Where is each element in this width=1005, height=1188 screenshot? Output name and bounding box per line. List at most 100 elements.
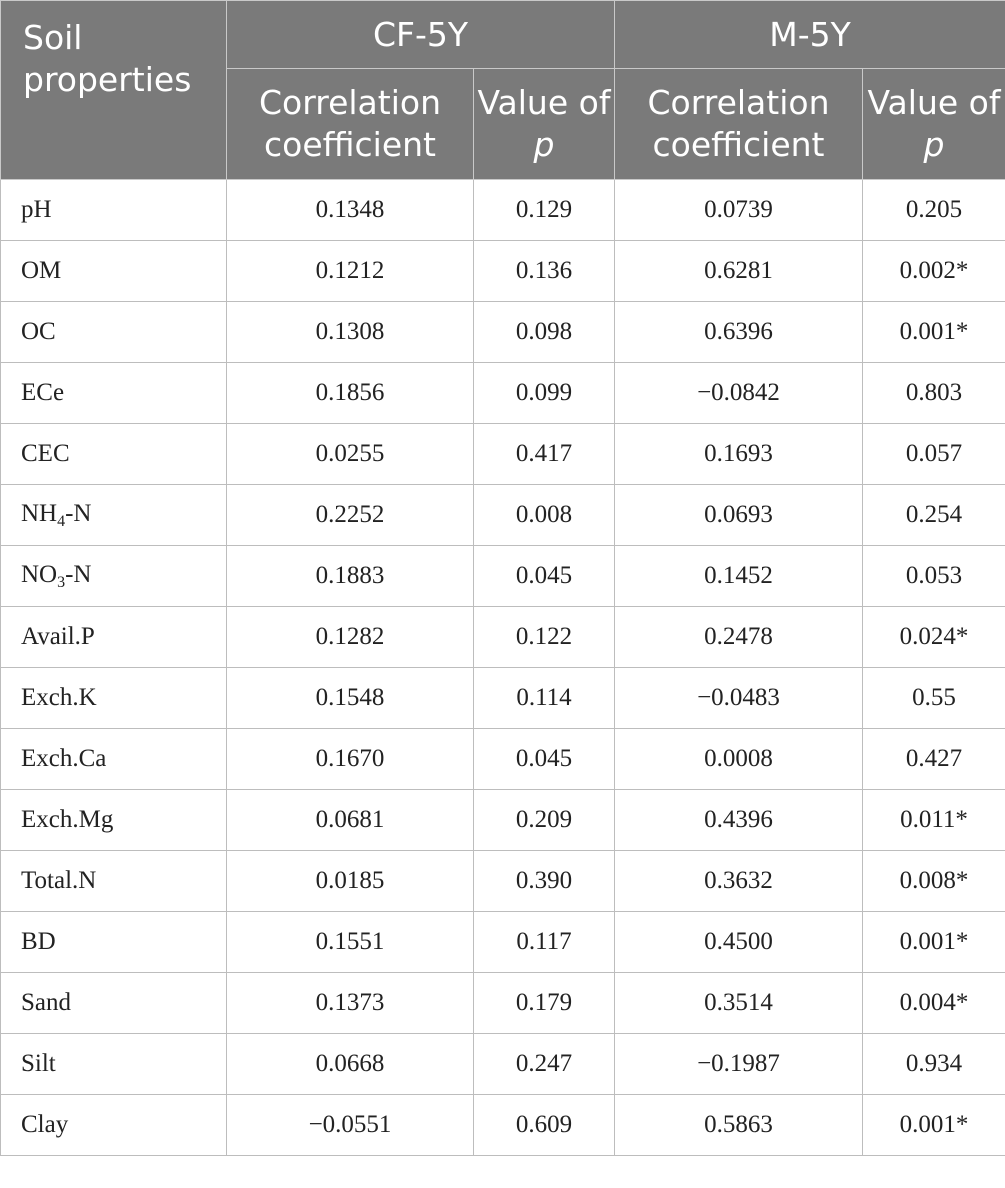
cf-correlation-cell: 0.1883 bbox=[226, 545, 474, 607]
cf-correlation-header-label: Correlation coefficient bbox=[259, 83, 441, 164]
soil-property-subscript: 4 bbox=[57, 512, 66, 530]
cf-p-value-cell: 0.098 bbox=[473, 301, 615, 363]
table-row: OC 0.1308 0.098 0.6396 0.001* bbox=[0, 301, 1005, 363]
soil-property-cell: OC bbox=[0, 301, 227, 363]
soil-property-name: OM bbox=[21, 257, 62, 284]
m-correlation-header-label: Correlation coefficient bbox=[647, 83, 830, 164]
cf-correlation-cell: 0.1282 bbox=[226, 606, 474, 668]
m-correlation-cell: 0.3514 bbox=[614, 972, 863, 1034]
soil-property-name: BD bbox=[21, 928, 56, 955]
cf-correlation-cell: 0.1308 bbox=[226, 301, 474, 363]
table-row: Clay −0.0551 0.609 0.5863 0.001* bbox=[0, 1094, 1005, 1156]
soil-property-cell: Exch.Mg bbox=[0, 789, 227, 851]
m-correlation-cell: 0.4500 bbox=[614, 911, 863, 973]
m-correlation-cell: 0.0693 bbox=[614, 484, 863, 546]
cf-p-value-cell: 0.099 bbox=[473, 362, 615, 424]
m-p-value-cell: 0.427 bbox=[861, 728, 1005, 790]
soil-property-name: NO bbox=[21, 560, 58, 588]
table-row: Exch.K 0.1548 0.114 −0.0483 0.55 bbox=[0, 667, 1005, 729]
table-row: OM 0.1212 0.136 0.6281 0.002* bbox=[0, 240, 1005, 302]
table-row: Total.N 0.0185 0.390 0.3632 0.008* bbox=[0, 850, 1005, 912]
soil-property-name: ECe bbox=[21, 379, 65, 406]
soil-property-name: NH bbox=[21, 499, 58, 527]
cf-correlation-cell: 0.0668 bbox=[226, 1033, 474, 1095]
cf-correlation-cell: 0.1548 bbox=[226, 667, 474, 729]
cf-p-value-cell: 0.390 bbox=[473, 850, 615, 912]
m-p-value-cell: 0.803 bbox=[861, 362, 1005, 424]
soil-property-cell: Clay bbox=[0, 1094, 227, 1156]
m-correlation-cell: 0.1452 bbox=[614, 545, 863, 607]
cf-correlation-cell: 0.1212 bbox=[226, 240, 474, 302]
m-p-value-cell: 0.053 bbox=[861, 545, 1005, 607]
cf-correlation-cell: 0.0185 bbox=[226, 850, 474, 912]
m-correlation-cell: 0.1693 bbox=[614, 423, 863, 485]
m-p-value-cell: 0.001* bbox=[861, 911, 1005, 973]
p-header-prefix: Value of bbox=[477, 83, 611, 122]
table-header: Soil properties CF-5Y M-5Y Correlation c… bbox=[0, 0, 1005, 180]
cf-p-value-cell: 0.247 bbox=[473, 1033, 615, 1095]
m-p-value-cell: 0.001* bbox=[861, 301, 1005, 363]
soil-property-name: Sand bbox=[21, 989, 71, 1016]
m-correlation-cell: 0.3632 bbox=[614, 850, 863, 912]
m-correlation-cell: 0.2478 bbox=[614, 606, 863, 668]
cf-p-value-cell: 0.209 bbox=[473, 789, 615, 851]
soil-property-cell: Exch.Ca bbox=[0, 728, 227, 790]
table-row: CEC 0.0255 0.417 0.1693 0.057 bbox=[0, 423, 1005, 485]
cf-correlation-cell: 0.2252 bbox=[226, 484, 474, 546]
m-correlation-cell: 0.6396 bbox=[614, 301, 863, 363]
m-p-value-cell: 0.004* bbox=[861, 972, 1005, 1034]
cf-p-value-cell: 0.008 bbox=[473, 484, 615, 546]
table-row: BD 0.1551 0.117 0.4500 0.001* bbox=[0, 911, 1005, 973]
cf-correlation-cell: 0.1670 bbox=[226, 728, 474, 790]
soil-property-cell: NH4-N bbox=[0, 484, 227, 546]
soil-property-name: pH bbox=[21, 196, 52, 223]
m-correlation-cell: 0.4396 bbox=[614, 789, 863, 851]
soil-property-cell: BD bbox=[0, 911, 227, 973]
soil-property-name: Total.N bbox=[21, 867, 97, 894]
table-row: Silt 0.0668 0.247 −0.1987 0.934 bbox=[0, 1033, 1005, 1095]
m-p-value-cell: 0.011* bbox=[861, 789, 1005, 851]
cf-p-value-cell: 0.129 bbox=[473, 179, 615, 241]
soil-property-cell: Avail.P bbox=[0, 606, 227, 668]
m-p-value-cell: 0.008* bbox=[861, 850, 1005, 912]
cf-correlation-cell: 0.1348 bbox=[226, 179, 474, 241]
correlation-table: Soil properties CF-5Y M-5Y Correlation c… bbox=[0, 0, 1005, 1156]
table-row: NO3-N 0.1883 0.045 0.1452 0.053 bbox=[0, 545, 1005, 607]
table-body: pH 0.1348 0.129 0.0739 0.205 OM 0.1212 0.136 0.6… bbox=[0, 179, 1005, 1156]
m-p-value-cell: 0.002* bbox=[861, 240, 1005, 302]
m-p-value-cell: 0.254 bbox=[861, 484, 1005, 546]
soil-property-cell: Exch.K bbox=[0, 667, 227, 729]
m-correlation-cell: −0.1987 bbox=[614, 1033, 863, 1095]
m-correlation-cell: 0.6281 bbox=[614, 240, 863, 302]
cf-correlation-cell: 0.1373 bbox=[226, 972, 474, 1034]
group-header-cf-5y: CF-5Y bbox=[226, 0, 615, 69]
soil-property-subscript: 3 bbox=[57, 573, 66, 591]
soil-property-suffix: -N bbox=[65, 499, 92, 527]
m-correlation-cell: −0.0483 bbox=[614, 667, 863, 729]
m-p-value-cell: 0.057 bbox=[861, 423, 1005, 485]
m-p-value-cell: 0.205 bbox=[861, 179, 1005, 241]
soil-property-name: OC bbox=[21, 318, 56, 345]
cf-p-value-cell: 0.117 bbox=[473, 911, 615, 973]
soil-property-suffix: -N bbox=[65, 560, 92, 588]
cf-p-value-cell: 0.609 bbox=[473, 1094, 615, 1156]
cf-p-value-cell: 0.045 bbox=[473, 728, 615, 790]
m-p-value-header: Value of p bbox=[861, 68, 1005, 180]
soil-property-cell: pH bbox=[0, 179, 227, 241]
cf-p-value-header: Value of p bbox=[473, 68, 615, 180]
table-row: Avail.P 0.1282 0.122 0.2478 0.024* bbox=[0, 606, 1005, 668]
table-row: NH4-N 0.2252 0.008 0.0693 0.254 bbox=[0, 484, 1005, 546]
m-p-value-cell: 0.55 bbox=[861, 667, 1005, 729]
soil-property-name: Clay bbox=[21, 1111, 69, 1138]
cf-p-value-cell: 0.417 bbox=[473, 423, 615, 485]
cf-correlation-cell: 0.0255 bbox=[226, 423, 474, 485]
m-correlation-cell: 0.0739 bbox=[614, 179, 863, 241]
soil-property-cell: Total.N bbox=[0, 850, 227, 912]
m-correlation-cell: 0.5863 bbox=[614, 1094, 863, 1156]
group-header-m-5y: M-5Y bbox=[613, 0, 1005, 69]
soil-property-cell: NO3-N bbox=[0, 545, 227, 607]
soil-property-name: Exch.Ca bbox=[21, 745, 107, 772]
soil-property-cell: Silt bbox=[0, 1033, 227, 1095]
m-correlation-cell: −0.0842 bbox=[614, 362, 863, 424]
soil-property-name: Exch.K bbox=[21, 684, 97, 711]
